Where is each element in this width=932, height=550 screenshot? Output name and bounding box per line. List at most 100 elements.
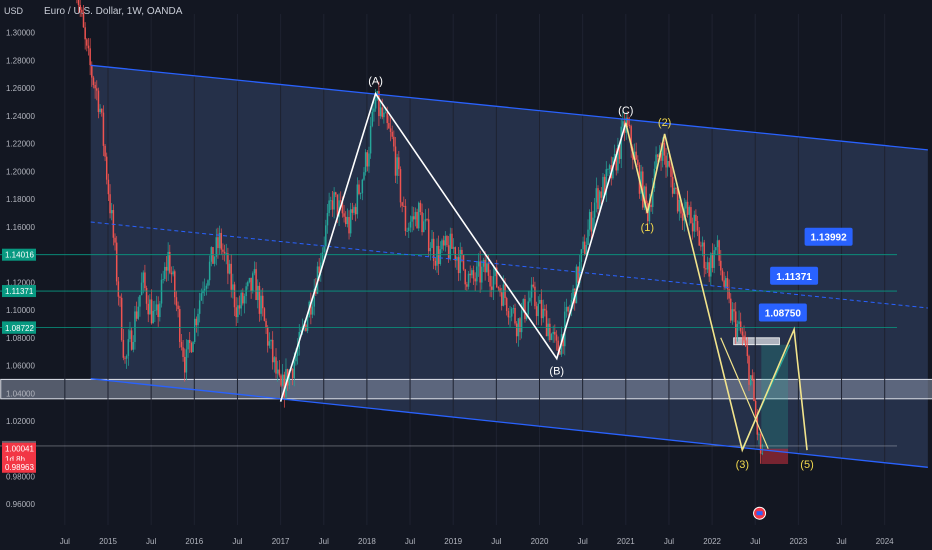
- level-axis-tag-bg: [2, 248, 36, 261]
- candle: [253, 269, 256, 274]
- candle: [414, 211, 417, 220]
- candle: [217, 237, 219, 249]
- candle: [739, 321, 742, 332]
- candle: [198, 300, 201, 314]
- price-callout-box[interactable]: [770, 266, 819, 285]
- x-tick-label: 2023: [790, 537, 808, 546]
- candle: [135, 311, 138, 319]
- candle: [338, 200, 340, 217]
- candle: [169, 251, 171, 273]
- candle: [605, 169, 608, 195]
- candle: [330, 200, 332, 202]
- candle: [652, 188, 654, 208]
- candle: [532, 284, 535, 287]
- candle: [363, 172, 365, 180]
- candle: [157, 304, 159, 318]
- candle: [708, 262, 710, 277]
- x-tick-label: Jul: [750, 537, 760, 546]
- candle: [366, 152, 369, 167]
- candle: [107, 179, 110, 195]
- candle: [258, 285, 261, 314]
- candle: [690, 207, 692, 224]
- candle: [311, 306, 314, 315]
- candle: [318, 266, 320, 273]
- candle: [149, 299, 151, 315]
- impulse-wave-line[interactable]: [625, 122, 808, 453]
- candle: [144, 272, 146, 289]
- candle: [640, 171, 642, 194]
- candle: [255, 269, 257, 300]
- channel-lower-line[interactable]: [90, 378, 928, 468]
- candle: [648, 204, 651, 222]
- candle: [117, 281, 120, 297]
- candle: [751, 375, 754, 380]
- support-zone: [0, 378, 932, 400]
- candle: [177, 305, 179, 310]
- candle: [678, 199, 681, 212]
- abc-wave-line[interactable]: [279, 91, 627, 402]
- candle: [142, 272, 145, 283]
- x-tick-label: 2017: [272, 537, 290, 546]
- candle: [482, 259, 485, 267]
- candle: [230, 263, 232, 290]
- candle: [519, 318, 521, 333]
- x-tick-label: Jul: [664, 537, 674, 546]
- candle: [695, 214, 697, 222]
- candle: [613, 153, 616, 158]
- candle: [208, 261, 211, 281]
- candle: [650, 204, 652, 208]
- candle: [192, 341, 194, 353]
- candle: [515, 323, 518, 337]
- candle: [120, 297, 123, 341]
- candle: [661, 143, 664, 161]
- candle: [240, 292, 242, 309]
- candle: [328, 200, 330, 214]
- y-tick-label: 1.28000: [6, 56, 35, 65]
- candle: [474, 278, 476, 282]
- price-callout-box[interactable]: [758, 303, 807, 322]
- candle: [174, 271, 176, 298]
- candle: [335, 192, 337, 195]
- candle: [499, 288, 501, 293]
- candle: [202, 290, 204, 294]
- stop-zone: [761, 448, 789, 464]
- price-callout-box[interactable]: [804, 227, 853, 246]
- candle: [492, 276, 495, 290]
- candle: [422, 221, 425, 233]
- x-tick-label: 2024: [876, 537, 894, 546]
- x-tick-label: 2018: [358, 537, 376, 546]
- candle: [754, 401, 757, 416]
- candle: [109, 194, 111, 214]
- candle: [193, 318, 196, 342]
- candle: [215, 237, 218, 257]
- candle: [130, 330, 133, 350]
- candle: [510, 308, 513, 317]
- candle: [280, 375, 282, 386]
- channel-upper-line[interactable]: [90, 64, 928, 151]
- candle: [132, 342, 135, 350]
- forecast-line-yellow[interactable]: [720, 337, 769, 449]
- candle: [122, 340, 125, 358]
- candle: [547, 323, 549, 337]
- candle: [353, 207, 355, 213]
- candle: [439, 249, 442, 264]
- candle: [570, 299, 573, 311]
- y-tick-label: 1.20000: [6, 167, 35, 176]
- candle: [559, 351, 561, 355]
- y-tick-label: 1.04000: [6, 389, 35, 398]
- candle: [693, 214, 695, 232]
- candle: [608, 165, 611, 170]
- candle: [150, 299, 153, 324]
- candle: [293, 361, 296, 379]
- candle: [325, 225, 327, 247]
- candle: [718, 240, 720, 261]
- candle: [524, 298, 526, 320]
- candle: [761, 453, 764, 455]
- candle: [549, 323, 551, 340]
- channel-mid-line[interactable]: [90, 221, 928, 309]
- candle: [288, 370, 291, 386]
- candle: [741, 331, 744, 336]
- candle: [588, 211, 591, 230]
- candle: [565, 306, 568, 312]
